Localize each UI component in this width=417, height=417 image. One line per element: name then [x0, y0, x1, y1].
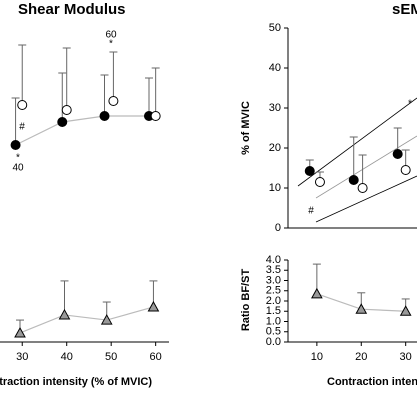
- x-tick-label: 30: [400, 351, 412, 363]
- point: [311, 287, 323, 299]
- point: [314, 177, 325, 187]
- trend-line: [315, 175, 417, 223]
- point: [399, 305, 412, 316]
- x-tick-label: 10: [311, 351, 323, 363]
- point: [61, 105, 72, 115]
- annotation: 40: [12, 163, 24, 174]
- point: [10, 140, 21, 150]
- trend-line: [297, 97, 417, 187]
- y-tick-label: 50: [269, 22, 281, 34]
- y-tick-label: 0: [275, 222, 281, 234]
- point: [99, 111, 110, 121]
- panel-title: Shear Modulus: [18, 1, 126, 18]
- y-tick-label: 30: [269, 102, 281, 114]
- point: [14, 326, 26, 338]
- point: [57, 117, 68, 127]
- annotation: *: [16, 153, 20, 164]
- y-tick-label: 3.0: [266, 274, 281, 286]
- series-line: [15, 115, 149, 146]
- annotation: *: [408, 99, 412, 110]
- y-tick-label: 1.5: [266, 305, 281, 317]
- y-tick-label: 0.0: [266, 336, 281, 348]
- point: [147, 300, 160, 312]
- series-line: [19, 306, 154, 334]
- x-tick-label: 20: [355, 351, 367, 363]
- x-tick-label: 50: [105, 351, 117, 363]
- point: [357, 183, 368, 193]
- point: [58, 308, 71, 320]
- y-tick-label: 1.0: [266, 315, 281, 327]
- point: [400, 165, 411, 175]
- point: [17, 100, 28, 110]
- panel-title: sEMG: [392, 1, 417, 18]
- y-axis-label: % of MVIC: [240, 101, 252, 155]
- y-tick-label: 0.5: [266, 326, 281, 338]
- x-axis-label: Contraction intensity (% of MVIC): [327, 376, 417, 388]
- trend-line: [315, 135, 417, 199]
- y-tick-label: 2.5: [266, 285, 281, 297]
- x-tick-label: 30: [16, 351, 28, 363]
- x-tick-label: 60: [150, 351, 162, 363]
- point: [348, 175, 359, 185]
- y-tick-label: 20: [269, 142, 281, 154]
- annotation: #: [19, 122, 25, 133]
- y-tick-label: 2.0: [266, 295, 281, 307]
- y-tick-label: 3.5: [266, 264, 281, 276]
- y-tick-label: 40: [269, 62, 281, 74]
- y-tick-label: 4.0: [266, 254, 281, 266]
- x-axis-label: Contraction intensity (% of MVIC): [0, 376, 152, 388]
- annotation: #: [308, 206, 314, 217]
- point: [100, 314, 113, 325]
- point: [108, 96, 119, 106]
- y-tick-label: 10: [269, 182, 281, 194]
- point: [392, 149, 403, 159]
- y-axis-label: Ratio BF/ST: [240, 269, 252, 332]
- annotation: 60: [105, 30, 117, 41]
- annotation: *: [109, 39, 113, 50]
- x-tick-label: 40: [61, 351, 73, 363]
- point: [150, 111, 161, 121]
- point: [304, 166, 315, 176]
- point: [355, 303, 368, 314]
